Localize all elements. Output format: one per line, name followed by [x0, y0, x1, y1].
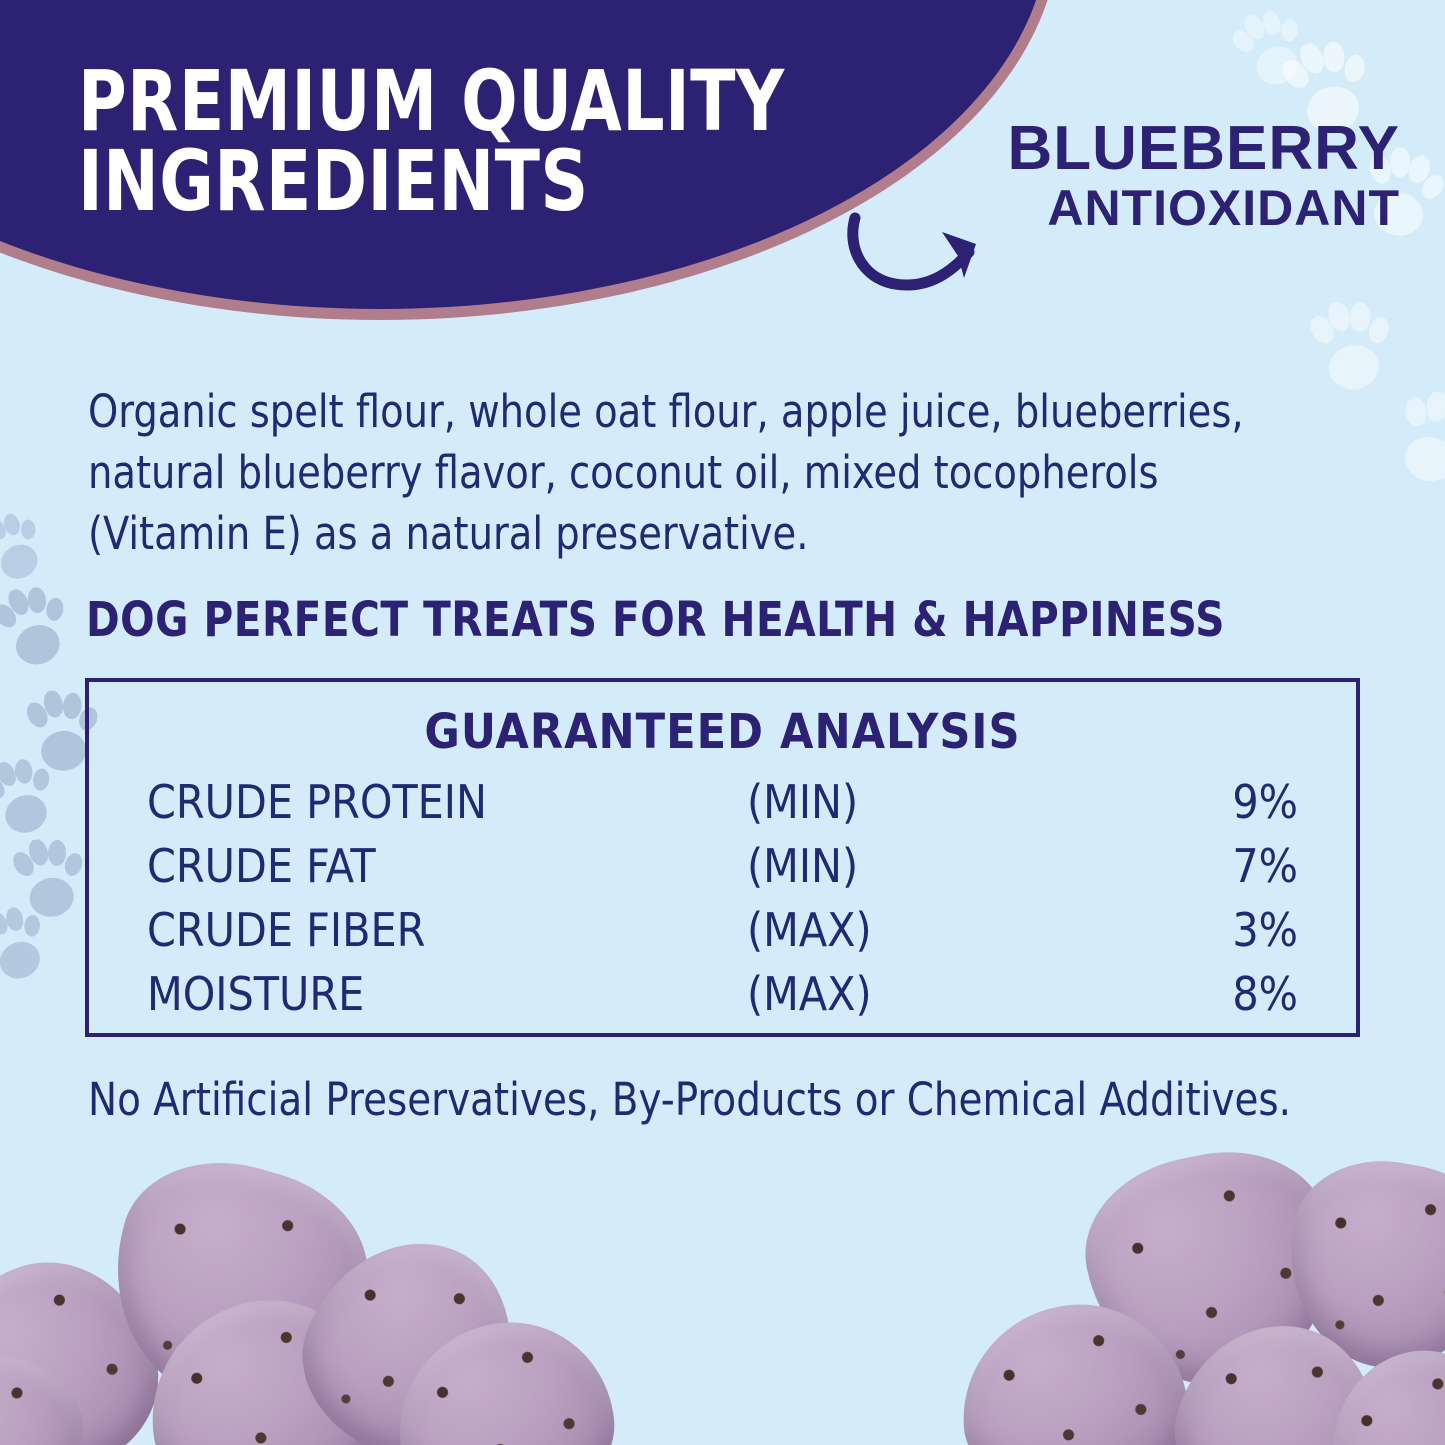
treats-photo-strip — [0, 1145, 1445, 1445]
heart-treat-icon — [84, 1145, 390, 1432]
paw-print-icon — [1379, 383, 1445, 501]
heart-treat-icon — [1068, 1145, 1357, 1408]
heart-treat-icon — [388, 1312, 623, 1445]
flavor-callout-line-2: ANTIOXIDANT — [1047, 180, 1400, 236]
heart-treat-icon — [0, 1240, 178, 1445]
nutrient-value: 7% — [1232, 839, 1298, 893]
ingredients-text: Organic spelt flour, whole oat flour, ap… — [88, 385, 1244, 560]
curved-arrow-right-icon — [843, 212, 993, 294]
nutrient-basis: (MAX) — [747, 903, 872, 957]
nutrient-value: 9% — [1232, 775, 1298, 829]
heart-treat-icon — [1317, 1337, 1445, 1445]
heart-treat-icon — [1157, 1303, 1399, 1445]
heart-treat-icon — [275, 1210, 546, 1445]
nutrient-value: 3% — [1232, 903, 1298, 957]
heart-treat-icon — [954, 1295, 1195, 1445]
nutrient-name: CRUDE FAT — [147, 839, 376, 893]
paw-print-icon — [1298, 293, 1404, 407]
nutrient-basis: (MIN) — [747, 775, 859, 829]
heart-treat-icon — [1271, 1146, 1445, 1385]
flavor-callout-line-1: BLUEBERRY — [1007, 114, 1400, 183]
nutrient-name: CRUDE FIBER — [147, 903, 426, 957]
guaranteed-analysis-box: GUARANTEED ANALYSIS CRUDE PROTEIN (MIN) … — [85, 678, 1360, 1037]
guaranteed-analysis-title: GUARANTEED ANALYSIS — [424, 704, 1021, 760]
paw-print-icon — [0, 748, 70, 852]
nutrient-name: CRUDE PROTEIN — [147, 775, 487, 829]
paw-print-icon — [0, 501, 60, 599]
page-title: PREMIUM QUALITY INGREDIENTS — [78, 52, 785, 230]
footer-note: No Artificial Preservatives, By-Products… — [88, 1073, 1291, 1126]
nutrient-name: MOISTURE — [147, 967, 365, 1021]
paw-print-icon — [1220, 0, 1322, 105]
page-title-line-2: INGREDIENTS — [78, 131, 589, 230]
paw-print-icon — [0, 895, 64, 999]
tagline: DOG PERFECT TREATS FOR HEALTH & HAPPINES… — [86, 592, 1225, 648]
table-row: CRUDE PROTEIN (MIN) 9% — [147, 775, 1298, 839]
heart-treat-icon — [0, 1340, 92, 1445]
header-blob — [0, 0, 1060, 320]
heart-treat-icon — [137, 1285, 393, 1445]
table-row: CRUDE FIBER (MAX) 3% — [147, 903, 1298, 967]
nutrient-basis: (MAX) — [747, 967, 872, 1021]
paw-print-icon — [3, 832, 95, 932]
guaranteed-analysis-rows: CRUDE PROTEIN (MIN) 9% CRUDE FAT (MIN) 7… — [147, 775, 1298, 1031]
table-row: CRUDE FAT (MIN) 7% — [147, 839, 1298, 903]
table-row: MOISTURE (MAX) 8% — [147, 967, 1298, 1031]
page-title-line-1: PREMIUM QUALITY — [78, 52, 785, 150]
paw-print-icon — [0, 576, 84, 684]
nutrient-basis: (MIN) — [747, 839, 859, 893]
flavor-callout: BLUEBERRY ANTIOXIDANT — [1007, 114, 1400, 237]
nutrient-value: 8% — [1232, 967, 1298, 1021]
